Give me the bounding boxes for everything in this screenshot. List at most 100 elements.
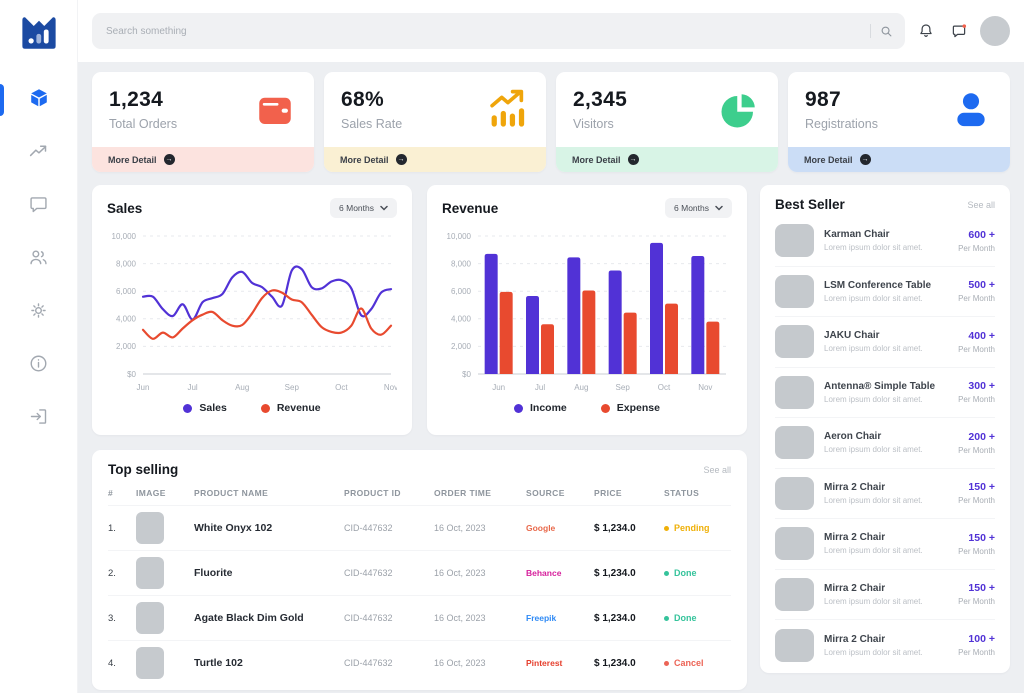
sales-chart-title: Sales: [107, 200, 143, 216]
list-item[interactable]: Karman Chair Lorem ipsum dolor sit amet. …: [775, 216, 995, 267]
source-label: Pinterest: [526, 658, 563, 668]
cube-icon: [30, 89, 47, 107]
sidebar-item-logout[interactable]: [27, 404, 51, 428]
revenue-chart-card: Revenue 6 Months 10,000 8,000 6,000 4,000 2,…: [427, 185, 747, 435]
svg-text:2,000: 2,000: [451, 342, 472, 351]
product-image: [136, 602, 164, 634]
search-input[interactable]: [92, 25, 905, 37]
product-id: CID-447632: [344, 658, 393, 668]
svg-text:Aug: Aug: [574, 383, 588, 392]
product-name: Fluorite: [194, 567, 233, 579]
more-detail-button[interactable]: More Detail →: [324, 147, 546, 172]
svg-text:8,000: 8,000: [451, 259, 472, 268]
info-circle-icon: [30, 355, 47, 371]
list-item[interactable]: Mirra 2 Chair Lorem ipsum dolor sit amet.…: [775, 519, 995, 570]
price: $ 1,234.0: [594, 657, 636, 669]
stat-value: 1,234: [109, 88, 164, 111]
stat-card-registrations: 987 Registrations More Detail →: [788, 72, 1010, 172]
list-item[interactable]: Mirra 2 Chair Lorem ipsum dolor sit amet.…: [775, 620, 995, 671]
svg-text:Sep: Sep: [285, 383, 300, 392]
list-item[interactable]: Aeron Chair Lorem ipsum dolor sit amet. 2…: [775, 418, 995, 469]
list-item[interactable]: Antenna® Simple Table Lorem ipsum dolor s…: [775, 368, 995, 418]
search-icon[interactable]: [879, 24, 894, 39]
source-label: Freepik: [526, 613, 557, 623]
sidebar-item-messages[interactable]: [27, 192, 51, 216]
product-thumbnail: [775, 476, 814, 510]
product-image: [136, 647, 164, 679]
chat-square-icon: [952, 24, 967, 38]
sidebar-item-customers[interactable]: [27, 245, 51, 269]
product-thumbnail: [775, 577, 814, 611]
svg-text:$0: $0: [127, 370, 136, 379]
price: $ 1,234.0: [594, 522, 636, 534]
chevron-down-icon: [715, 205, 723, 211]
sidebar-item-dashboard[interactable]: [27, 86, 51, 110]
svg-text:Nov: Nov: [384, 383, 397, 392]
notification-dot: [962, 24, 967, 28]
legend-dot: [600, 403, 610, 413]
user-avatar[interactable]: [980, 16, 1010, 46]
sidebar-item-info[interactable]: [27, 351, 51, 375]
sidebar-item-analytics[interactable]: [27, 139, 51, 163]
sales-range-dropdown[interactable]: 6 Months: [330, 198, 397, 218]
order-time: 16 Oct, 2023: [434, 523, 486, 533]
table-row: 4. Turtle 102 CID-447632 16 Oct, 2023 Pi…: [108, 640, 731, 685]
arrow-right-icon: →: [859, 154, 871, 165]
bell-icon: [920, 24, 932, 37]
app-logo[interactable]: [18, 12, 60, 54]
stat-label: Visitors: [573, 117, 614, 131]
status-badge: Pending: [664, 523, 731, 533]
price: $ 1,234.0: [594, 567, 636, 579]
best-seller-see-all[interactable]: See all: [967, 199, 995, 210]
more-detail-button[interactable]: More Detail →: [92, 147, 314, 172]
product-id: CID-447632: [344, 568, 393, 578]
revenue-bar-chart: 10,000 8,000 6,000 4,000 2,000 $0 Jun Jul Aug Sep…: [447, 232, 726, 392]
table-row: 3. Agate Black Dim Gold CID-447632 16 Oc…: [108, 595, 731, 640]
status-dot: [664, 570, 669, 576]
product-thumbnail: [775, 325, 814, 359]
status-dot: [664, 660, 669, 666]
product-thumbnail: [775, 274, 814, 308]
messages-button[interactable]: [947, 19, 971, 43]
svg-text:Oct: Oct: [658, 383, 671, 392]
sales-chart-card: Sales 6 Months 10,000 8,000 6,000 4,000 2,00…: [92, 185, 412, 435]
table-header-row: # IMAGE PRODUCT NAME PRODUCT ID ORDER TI…: [108, 488, 700, 498]
product-thumbnail: [775, 527, 814, 561]
legend-dot: [183, 403, 193, 413]
source-label: Behance: [526, 568, 562, 578]
order-time: 16 Oct, 2023: [434, 613, 486, 623]
topbar: [78, 0, 1024, 62]
stat-value: 68%: [341, 88, 384, 111]
trend-up-icon: [29, 145, 47, 156]
revenue-legend: Income Expense: [442, 402, 732, 414]
list-item[interactable]: Mirra 2 Chair Lorem ipsum dolor sit amet.…: [775, 469, 995, 519]
sales-legend: Sales Revenue: [107, 402, 397, 414]
list-item[interactable]: LSM Conference Table Lorem ipsum dolor si…: [775, 267, 995, 317]
more-detail-button[interactable]: More Detail →: [788, 147, 1010, 172]
more-detail-button[interactable]: More Detail →: [556, 147, 778, 172]
revenue-range-dropdown[interactable]: 6 Months: [665, 198, 732, 218]
status-dot: [664, 615, 669, 621]
stat-card-sales-rate: 68% Sales Rate More Detail →: [324, 72, 546, 172]
notifications-button[interactable]: [914, 19, 938, 43]
svg-text:Jul: Jul: [535, 383, 545, 392]
best-seller-card: Best Seller See all Karman Chair Lorem ip…: [760, 185, 1010, 673]
list-item[interactable]: JAKU Chair Lorem ipsum dolor sit amet. 40…: [775, 317, 995, 368]
search-divider: [870, 24, 871, 38]
sidebar-item-settings[interactable]: [27, 298, 51, 322]
list-item[interactable]: Mirra 2 Chair Lorem ipsum dolor sit amet.…: [775, 570, 995, 620]
stat-card-visitors: 2,345 Visitors More Detail →: [556, 72, 778, 172]
svg-text:$0: $0: [462, 370, 471, 379]
top-selling-see-all[interactable]: See all: [703, 464, 731, 475]
top-selling-table: # IMAGE PRODUCT NAME PRODUCT ID ORDER TI…: [108, 481, 731, 685]
sidebar-nav: [0, 86, 77, 428]
svg-text:6,000: 6,000: [116, 287, 137, 296]
status-badge: Cancel: [664, 658, 731, 668]
stat-label: Sales Rate: [341, 117, 403, 131]
arrow-right-icon: →: [627, 154, 639, 165]
product-thumbnail: [775, 375, 814, 409]
table-row: 1. White Onyx 102 CID-447632 16 Oct, 202…: [108, 505, 731, 550]
growth-chart-icon: [490, 89, 525, 127]
status-badge: Done: [664, 568, 731, 578]
svg-text:Sep: Sep: [616, 383, 631, 392]
